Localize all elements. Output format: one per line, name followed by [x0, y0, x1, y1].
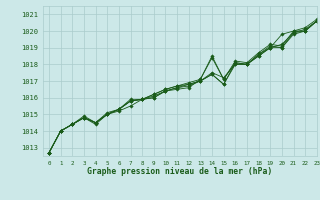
- X-axis label: Graphe pression niveau de la mer (hPa): Graphe pression niveau de la mer (hPa): [87, 167, 273, 176]
